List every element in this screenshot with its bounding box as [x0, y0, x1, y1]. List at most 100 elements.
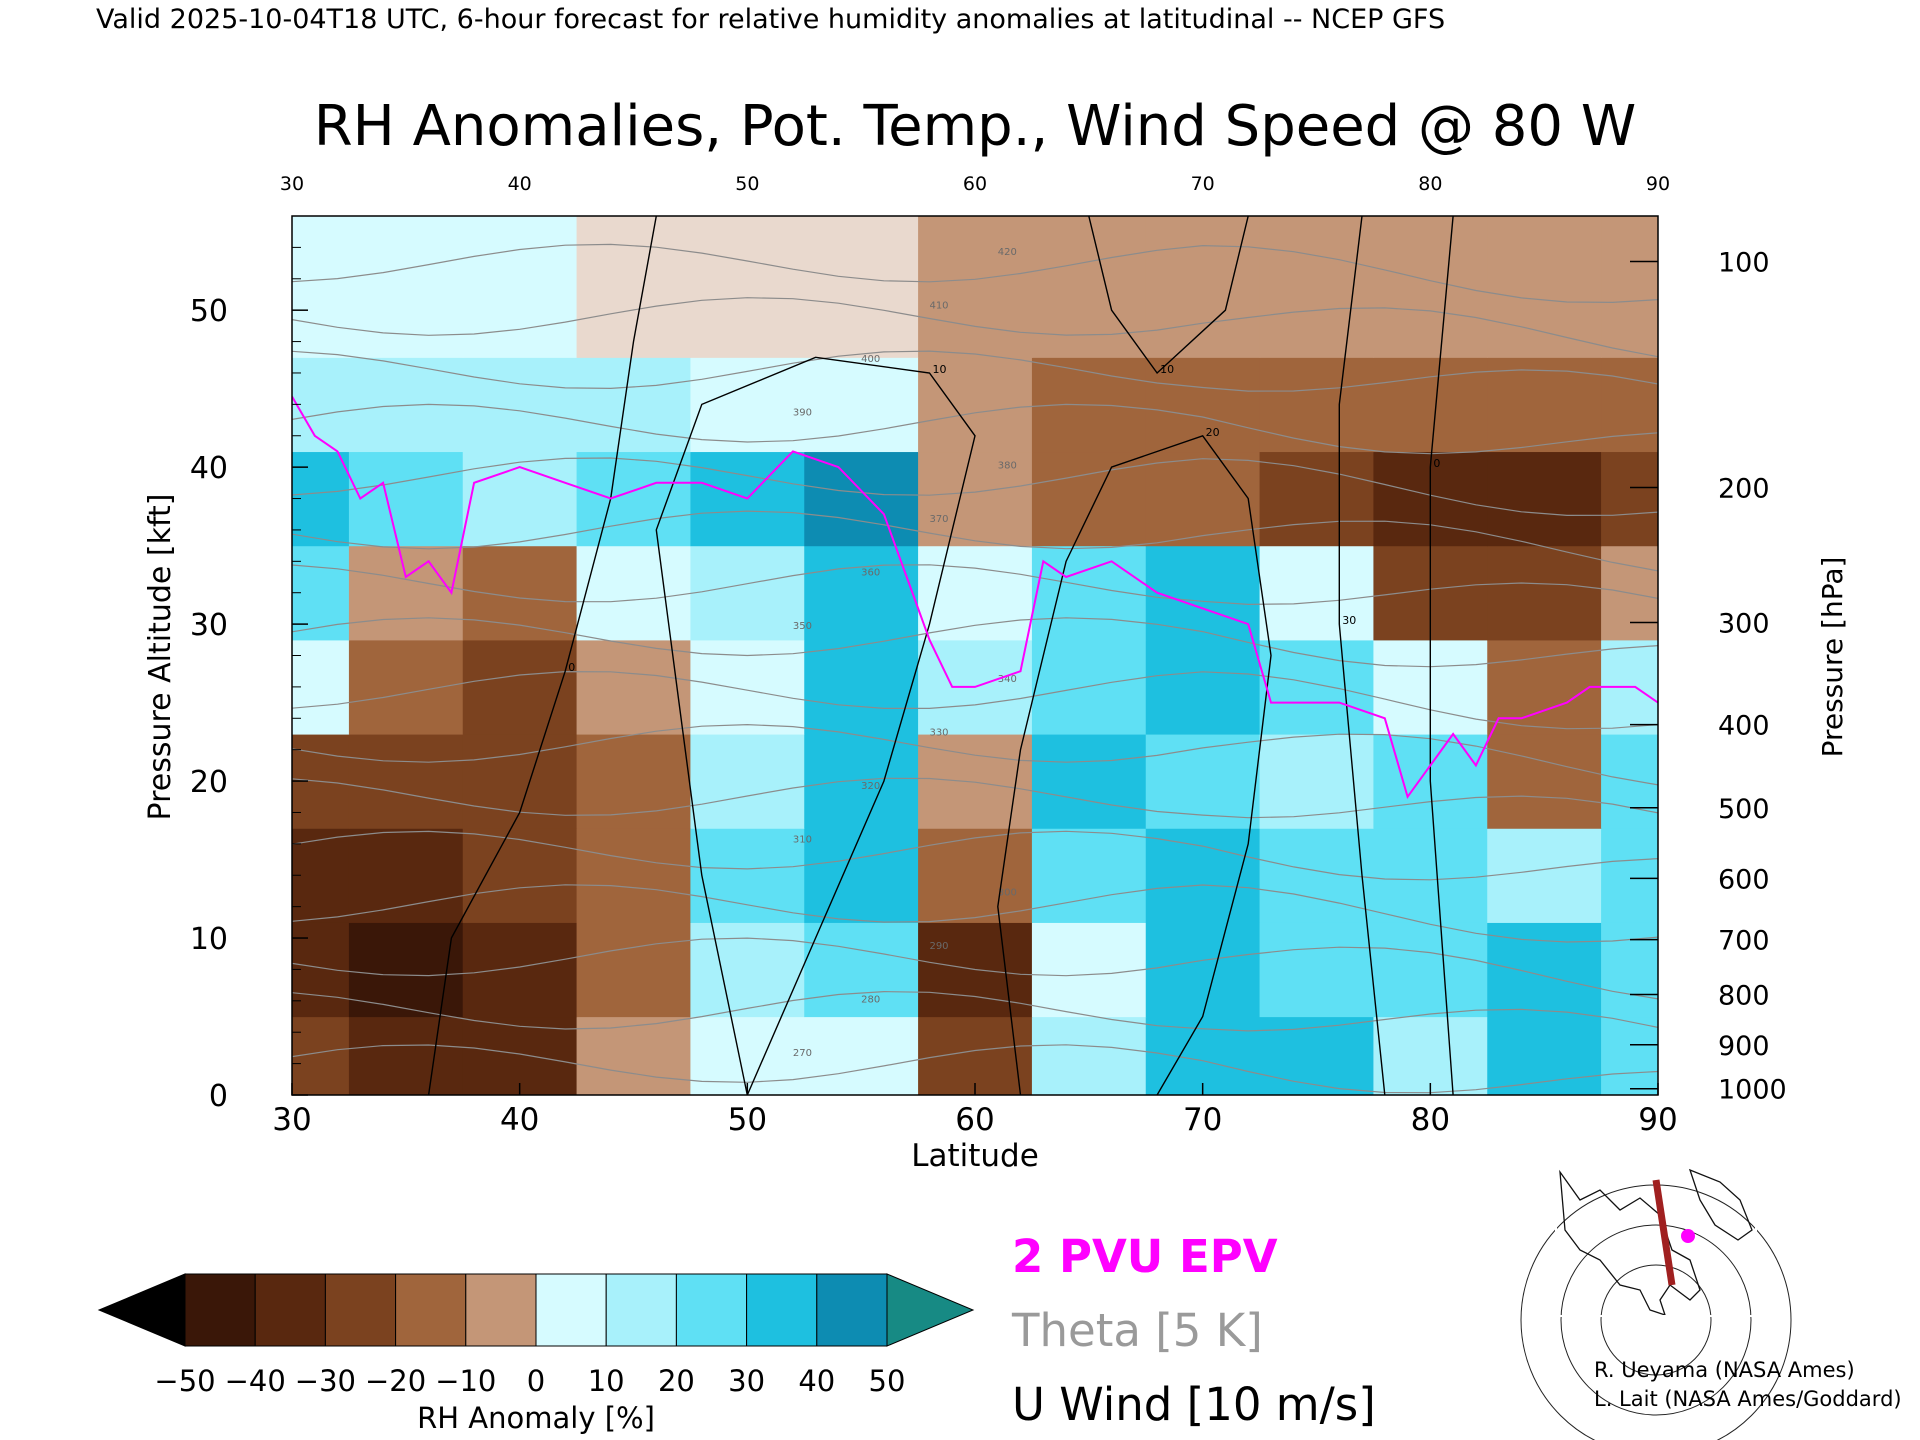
x-tick-label: 40 [500, 1102, 539, 1138]
rh-cell [348, 639, 464, 735]
rh-cell [292, 357, 350, 453]
colorbar-box [324, 1273, 397, 1347]
rh-cell [1145, 639, 1261, 735]
rh-cell [348, 451, 464, 547]
colorbar-tick-label: 40 [798, 1364, 835, 1398]
rh-cell [576, 545, 692, 641]
theta-line [292, 350, 1658, 392]
epv-2pvu-series [292, 395, 1658, 800]
theta-label: 380 [998, 461, 1017, 472]
rh-cell [292, 639, 350, 735]
rh-cell [1601, 1016, 1658, 1095]
theta-label: 270 [793, 1048, 812, 1059]
rh-cell [1259, 922, 1375, 1018]
colorbar-tick-label: −50 [154, 1364, 215, 1398]
rh-cell [1031, 1016, 1147, 1095]
rh-cell [1487, 357, 1602, 453]
rh-cell [804, 545, 919, 641]
rh-cell [804, 357, 919, 453]
pressure-tick-label: 700 [1718, 926, 1770, 957]
rh-cell [1145, 733, 1261, 829]
rh-cell [576, 828, 692, 923]
colorbar-tick-label: 20 [658, 1364, 695, 1398]
x-axis-label: Latitude [911, 1138, 1039, 1174]
rh-cell [1487, 733, 1602, 829]
y-axis-label-right: Pressure [hPa] [1816, 557, 1849, 758]
theta-label: 330 [929, 728, 948, 739]
rh-cell [1601, 828, 1658, 923]
colorbar-tick-label: 0 [527, 1364, 545, 1398]
y-tick-label: 30 [190, 608, 228, 643]
rh-cell [1259, 639, 1375, 735]
theta-label: 390 [793, 407, 812, 418]
top-tick-label: 50 [735, 173, 759, 195]
colorbar-box [675, 1273, 748, 1347]
theta-line [292, 830, 1658, 881]
x-tick-label: 80 [1411, 1102, 1450, 1138]
y-tick-label: 20 [190, 765, 228, 800]
wind-label: 20 [1206, 426, 1220, 439]
theta-line [292, 990, 1658, 1032]
rh-cell [690, 545, 805, 641]
rh-cell [1373, 922, 1488, 1018]
colorbar-box [254, 1273, 326, 1347]
plot-area: 2702802903003103203303403503603703803904… [292, 216, 1658, 1095]
pressure-tick-label: 500 [1718, 794, 1770, 825]
colorbar-low-arrow [97, 1273, 186, 1347]
rh-cell [292, 1016, 350, 1095]
colorbar-box [465, 1273, 537, 1347]
map-latitude-circle [1600, 1264, 1712, 1376]
theta-label: 310 [793, 834, 812, 845]
legend-theta: Theta [5 K] [1011, 1304, 1263, 1357]
rh-cell [1487, 828, 1602, 923]
pressure-tick-label: 1000 [1718, 1075, 1787, 1106]
rh-cell [1259, 216, 1375, 358]
colorbar: −50 −40 −30 −20 −10 0 10 20 30 40 50 [97, 1273, 975, 1398]
wind-contour [997, 434, 1272, 1095]
rh-anomaly-field [292, 216, 1658, 1095]
theta-line [292, 937, 1658, 1000]
pressure-tick-label: 600 [1718, 864, 1770, 895]
rh-cell [804, 639, 919, 735]
x-tick-label: 60 [955, 1102, 994, 1138]
rh-cell [1259, 828, 1375, 923]
theta-label: 400 [861, 354, 880, 365]
rh-cell [804, 451, 919, 547]
x-tick-label: 70 [1183, 1102, 1222, 1138]
rh-cell [1487, 922, 1602, 1018]
colorbar-tick-label: −20 [365, 1364, 426, 1398]
top-tick-label: 90 [1646, 173, 1670, 195]
rh-cell [462, 639, 578, 735]
wind-contour [1088, 216, 1249, 375]
rh-cell [348, 828, 464, 923]
chart-title: RH Anomalies, Pot. Temp., Wind Speed @ 8… [314, 94, 1636, 159]
theta-label: 290 [929, 941, 948, 952]
colorbar-tick-label: −30 [295, 1364, 356, 1398]
colorbar-box [395, 1273, 467, 1347]
rh-cell [1031, 733, 1147, 829]
rh-cell [576, 639, 692, 735]
x-tick-label: 30 [272, 1102, 311, 1138]
rh-cell [1259, 545, 1375, 641]
theta-line [292, 243, 1658, 304]
top-tick-label: 80 [1418, 173, 1442, 195]
map-coastline [1688, 1168, 1753, 1241]
legend: 2 PVU EPV Theta [5 K] U Wind [10 m/s] [1011, 1230, 1376, 1431]
rh-cell [462, 451, 578, 547]
rh-cell [1487, 545, 1602, 641]
rh-cell [1601, 357, 1658, 453]
rh-cell [1031, 639, 1147, 735]
theta-label: 280 [861, 994, 880, 1005]
x-tick-label: 50 [728, 1102, 767, 1138]
rh-cell [292, 216, 350, 358]
wind-contour [1429, 216, 1454, 1095]
colorbar-box [535, 1273, 607, 1347]
top-tick-label: 70 [1191, 173, 1215, 195]
theta-label: 410 [929, 301, 948, 312]
rh-cell [1145, 216, 1261, 358]
rh-cell [1373, 357, 1488, 453]
map-latitude-circle [1560, 1224, 1752, 1416]
epv-line [292, 395, 1658, 800]
